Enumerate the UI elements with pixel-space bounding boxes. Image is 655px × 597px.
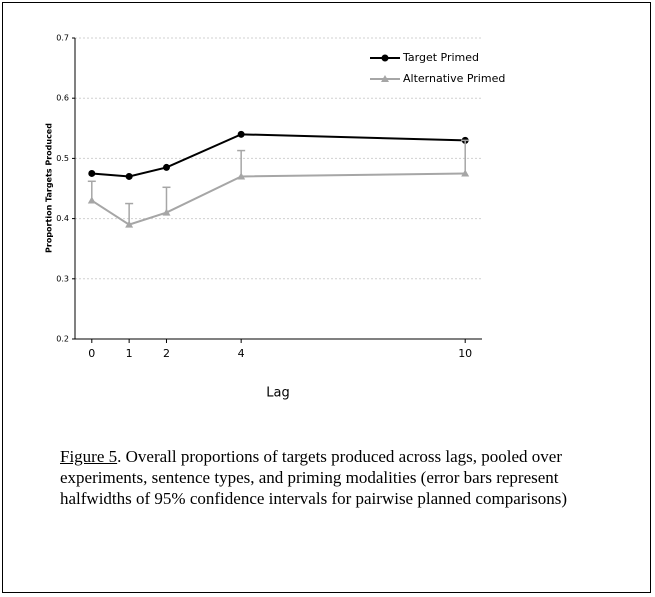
point bbox=[237, 130, 245, 138]
legend-label: Alternative Primed bbox=[403, 72, 505, 85]
caption-text: . Overall proportions of targets produce… bbox=[60, 447, 568, 508]
x-tick-label: 0 bbox=[88, 347, 95, 360]
legend-label: Target Primed bbox=[402, 51, 479, 64]
point bbox=[162, 208, 171, 216]
series-line bbox=[91, 172, 466, 226]
y-tick-label: 0.7 bbox=[56, 34, 69, 43]
point bbox=[88, 169, 96, 177]
y-tick-label: 0.4 bbox=[56, 214, 69, 223]
point bbox=[237, 172, 246, 180]
legend-marker bbox=[381, 54, 389, 62]
x-tick-label: 1 bbox=[126, 347, 133, 360]
point bbox=[125, 220, 134, 228]
point bbox=[461, 169, 470, 177]
y-tick-label: 0.5 bbox=[56, 154, 69, 163]
x-tick-label: 4 bbox=[238, 347, 245, 360]
chart: Lag Proportion Targets Produced 0.2 0.3 0.… bbox=[45, 34, 506, 401]
error-bar bbox=[162, 186, 171, 213]
point bbox=[125, 172, 133, 180]
point bbox=[87, 196, 96, 204]
series-line bbox=[91, 133, 466, 178]
x-tick-label: 10 bbox=[458, 347, 472, 360]
caption: Figure 5. Overall proportions of targets… bbox=[60, 446, 620, 509]
y-tick-label: 0.2 bbox=[56, 335, 69, 344]
error-bar bbox=[461, 139, 470, 174]
x-axis-label: Lag bbox=[266, 386, 289, 401]
caption-label: Figure 5 bbox=[60, 447, 118, 466]
point bbox=[162, 163, 170, 171]
x-tick-label: 2 bbox=[163, 347, 170, 360]
legend-marker bbox=[381, 75, 389, 82]
error-bar bbox=[237, 149, 246, 177]
y-axis-label: Proportion Targets Produced bbox=[45, 123, 54, 253]
y-tick-label: 0.6 bbox=[56, 94, 69, 103]
y-tick-label: 0.3 bbox=[56, 274, 69, 283]
